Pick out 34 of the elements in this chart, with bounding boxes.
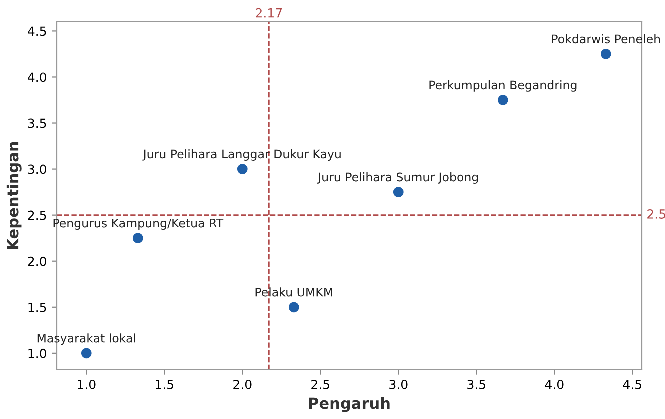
x-tick-label: 2.0: [234, 380, 252, 390]
point: [237, 164, 248, 174]
x-tick-label: 2.5: [312, 380, 330, 390]
point: [600, 49, 612, 60]
x-tick-label: 3.0: [390, 380, 408, 390]
point: [81, 348, 92, 359]
annotation: Pengurus Kampung/Ketua RT: [54, 218, 224, 230]
y-tick-label: 4.5: [28, 26, 46, 36]
x-tick-label: 1.0: [78, 380, 96, 390]
point: [288, 302, 300, 313]
annotation: Masyarakat lokal: [38, 334, 136, 346]
ref-line-label: 2.5: [648, 210, 665, 219]
point: [498, 95, 508, 106]
annotation: Perkumpulan Begandring: [430, 80, 577, 92]
annotation: Pokdarwis Peneleh: [552, 34, 660, 44]
annotation: Juru Pelihara Langgar Dukur Kayu: [142, 150, 341, 161]
x-tick-label: 3.5: [468, 380, 486, 390]
y-tick-label: 4.0: [28, 72, 46, 82]
y-tick-label: 2.5: [28, 210, 46, 220]
x-tick-label: 4.0: [545, 380, 564, 390]
annotation: Juru Pelihara Sumur Jobong: [317, 172, 478, 184]
x-tick-label: 4.5: [623, 380, 642, 390]
point: [393, 187, 404, 198]
y-tick-label: 1.0: [28, 348, 46, 358]
y-tick-label: 3.5: [28, 118, 46, 128]
x-axis-title: Pengaruh: [309, 397, 390, 412]
y-tick-label: 3.0: [28, 164, 46, 174]
annotation: Pelaku UMKM: [256, 288, 332, 297]
y-axis-title: Kepentingan: [6, 142, 22, 250]
x-tick-label: 1.5: [156, 380, 174, 390]
point: [132, 233, 144, 244]
ref-line-label: 2.17: [256, 8, 282, 18]
y-tick-label: 2.0: [28, 256, 46, 266]
y-tick-label: 1.5: [28, 303, 46, 312]
